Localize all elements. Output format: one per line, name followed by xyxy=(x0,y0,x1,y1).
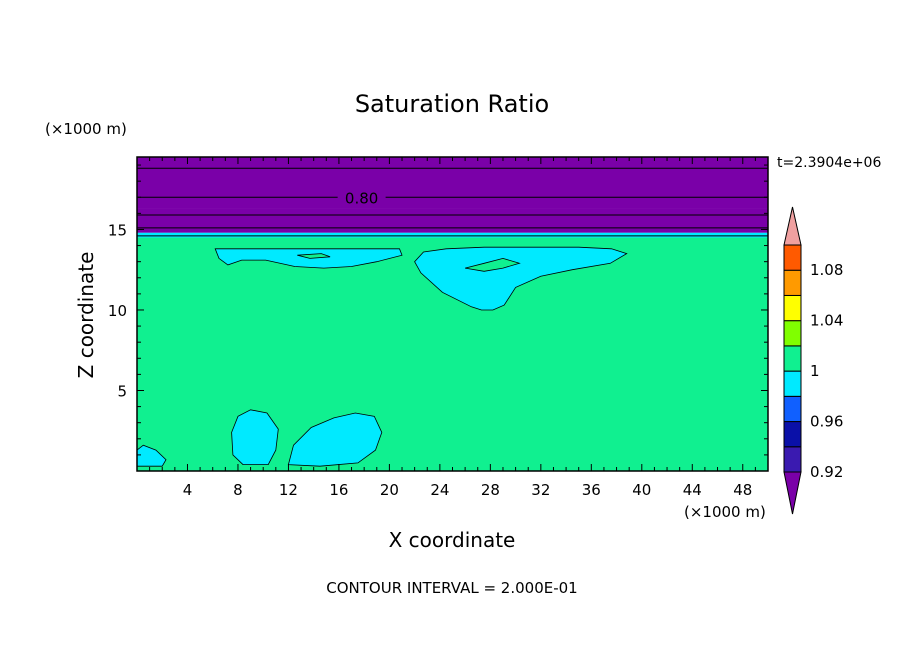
colorbar-label: 1.08 xyxy=(810,261,843,279)
chart-title: Saturation Ratio xyxy=(355,90,549,118)
y-tick-label: 10 xyxy=(108,302,127,320)
colorbar: 0.92 0.96 1 1.04 1.08 xyxy=(783,206,843,515)
y-axis-label: Z coordinate xyxy=(74,252,98,379)
colorbar-box xyxy=(783,244,802,271)
colorbar-box xyxy=(783,421,802,448)
time-label: t=2.3904e+06 xyxy=(777,155,881,171)
colorbar-label: 0.96 xyxy=(810,413,843,431)
x-tick-label: 48 xyxy=(733,481,752,499)
colorbar-under-triangle xyxy=(783,471,802,515)
colorbar-box xyxy=(783,345,802,372)
x-tick-label: 44 xyxy=(683,481,702,499)
x-tick-label: 20 xyxy=(380,481,399,499)
colorbar-box xyxy=(783,446,802,473)
field-band-4 xyxy=(137,157,768,209)
y-tick-label: 5 xyxy=(117,382,127,400)
x-axis-ticks: 4 8 12 16 20 24 28 32 36 40 44 48 xyxy=(149,157,756,499)
contour-region-3 xyxy=(414,246,628,311)
colorbar-box xyxy=(783,294,802,322)
contour-label: 0.80 xyxy=(345,189,378,207)
x-axis-label: X coordinate xyxy=(389,528,516,552)
colorbar-over-triangle xyxy=(783,206,802,246)
x-tick-label: 12 xyxy=(279,481,298,499)
colorbar-box xyxy=(783,370,802,397)
colorbar-label: 1.04 xyxy=(810,312,843,330)
y-unit-label: (×1000 m) xyxy=(45,120,127,138)
y-tick-label: 15 xyxy=(108,221,127,239)
field-band-1 xyxy=(137,232,768,238)
x-tick-label: 36 xyxy=(582,481,601,499)
contour-interval-footer: CONTOUR INTERVAL = 2.000E-01 xyxy=(326,579,577,597)
contour-region-0 xyxy=(231,409,279,466)
x-tick-label: 8 xyxy=(233,481,243,499)
contour-label-bg xyxy=(337,189,386,206)
contour-region-1 xyxy=(287,412,383,467)
contour-region-5 xyxy=(465,257,521,272)
x-tick-label: 28 xyxy=(481,481,500,499)
x-tick-label: 4 xyxy=(183,481,193,499)
contour-plot-area: 0.80 xyxy=(136,156,769,472)
y-axis-ticks: 5 10 15 xyxy=(108,164,768,456)
x-tick-label: 24 xyxy=(430,481,449,499)
x-tick-label: 40 xyxy=(632,481,651,499)
colorbar-box xyxy=(783,395,802,423)
colorbar-box xyxy=(783,269,802,296)
x-tick-label: 32 xyxy=(531,481,550,499)
colorbar-box xyxy=(783,320,802,347)
contour-region-6 xyxy=(297,253,331,259)
field-band-2 xyxy=(137,214,768,233)
field-band-3 xyxy=(137,208,768,215)
x-tick-label: 16 xyxy=(329,481,348,499)
x-unit-label: (×1000 m) xyxy=(684,503,766,521)
colorbar-label: 1 xyxy=(810,362,820,380)
colorbar-label: 0.92 xyxy=(810,463,843,481)
